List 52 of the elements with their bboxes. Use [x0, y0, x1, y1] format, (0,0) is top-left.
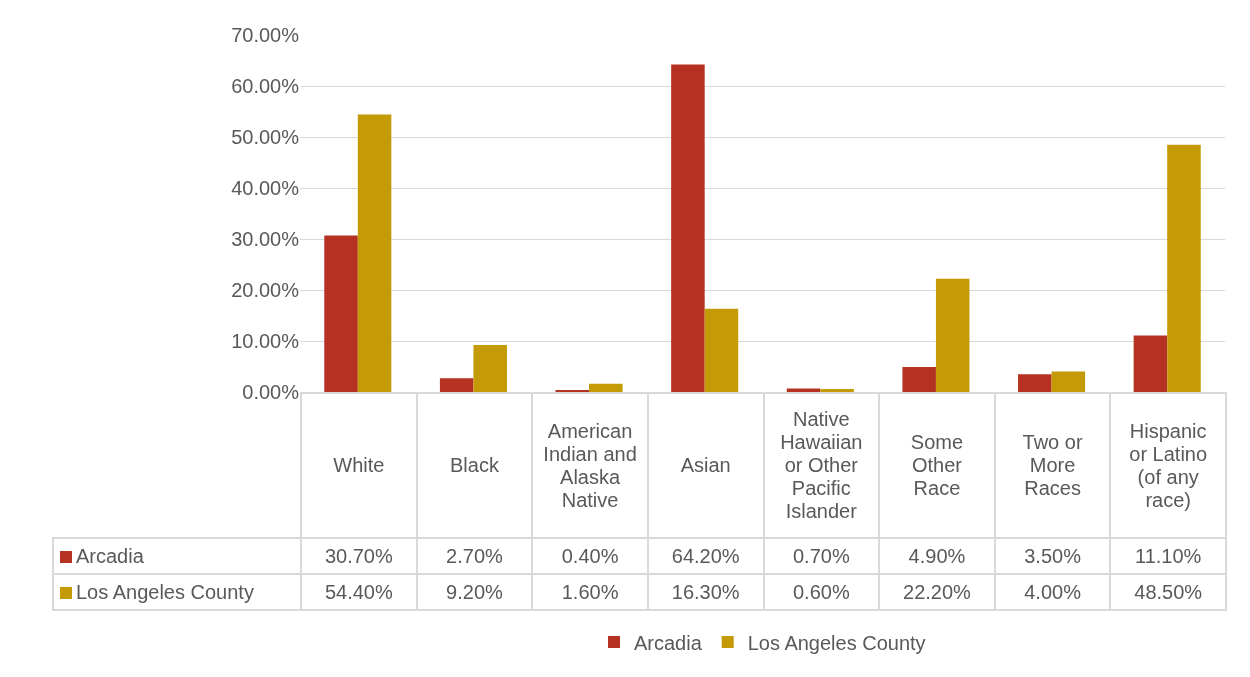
text: Arcadia [634, 631, 702, 654]
y-tick-label: 50.00% [231, 126, 300, 148]
data-label: 16.30% [647, 574, 764, 610]
data-label: 54.40% [301, 574, 417, 610]
bar [902, 367, 936, 392]
x-tick-label: Hispanic or Latino (of any race) [1110, 393, 1226, 538]
data-label: 3.50% [994, 538, 1111, 574]
bar [1167, 144, 1201, 392]
bar [786, 388, 821, 392]
data-label: 48.50% [1110, 574, 1226, 610]
bar [1133, 335, 1168, 392]
y-tick-label: 30.00% [231, 228, 300, 250]
bar [820, 388, 854, 392]
x-tick-label: American Indian and Alaska Native [532, 393, 648, 538]
data-label: 0.60% [763, 574, 880, 610]
bar [935, 278, 970, 392]
bar [555, 389, 590, 392]
data-label: 9.20% [416, 574, 533, 610]
y-tick-label: 10.00% [231, 330, 300, 352]
bar [589, 383, 623, 392]
bar [439, 378, 474, 392]
text: Los Angeles County [747, 631, 926, 654]
data-label: 11.10% [1110, 538, 1226, 574]
y-tick-label: 70.00% [231, 24, 300, 46]
bar [671, 64, 705, 392]
legend-label: Los Angeles County [53, 574, 301, 610]
bar [324, 235, 358, 392]
bar [704, 308, 739, 392]
data-label: 30.70% [301, 538, 417, 574]
x-tick-label: White [301, 393, 417, 538]
data-label: 2.70% [416, 538, 533, 574]
legend-label: Arcadia [53, 538, 301, 574]
data-label: 4.00% [994, 574, 1111, 610]
x-tick-label: Native Hawaiian or Other Pacific Islander [763, 393, 880, 538]
bar [357, 114, 392, 392]
x-tick-label: Asian [647, 393, 764, 538]
data-label: 4.90% [879, 538, 995, 574]
data-label: 0.70% [763, 538, 880, 574]
data-label: 64.20% [647, 538, 764, 574]
bar [1018, 374, 1052, 392]
bar [473, 345, 507, 392]
y-tick-label: 0.00% [242, 381, 300, 403]
data-label: 22.20% [879, 574, 995, 610]
y-tick-label: 60.00% [231, 75, 300, 97]
x-tick-label: Two or More Races [994, 393, 1111, 538]
y-tick-label: 20.00% [231, 279, 300, 301]
x-tick-label: Black [416, 393, 533, 538]
data-label: 1.60% [532, 574, 648, 610]
bar [1051, 371, 1086, 392]
data-label: 0.40% [532, 538, 648, 574]
y-tick-label: 40.00% [231, 177, 300, 199]
x-tick-label: Some Other Race [879, 393, 995, 538]
